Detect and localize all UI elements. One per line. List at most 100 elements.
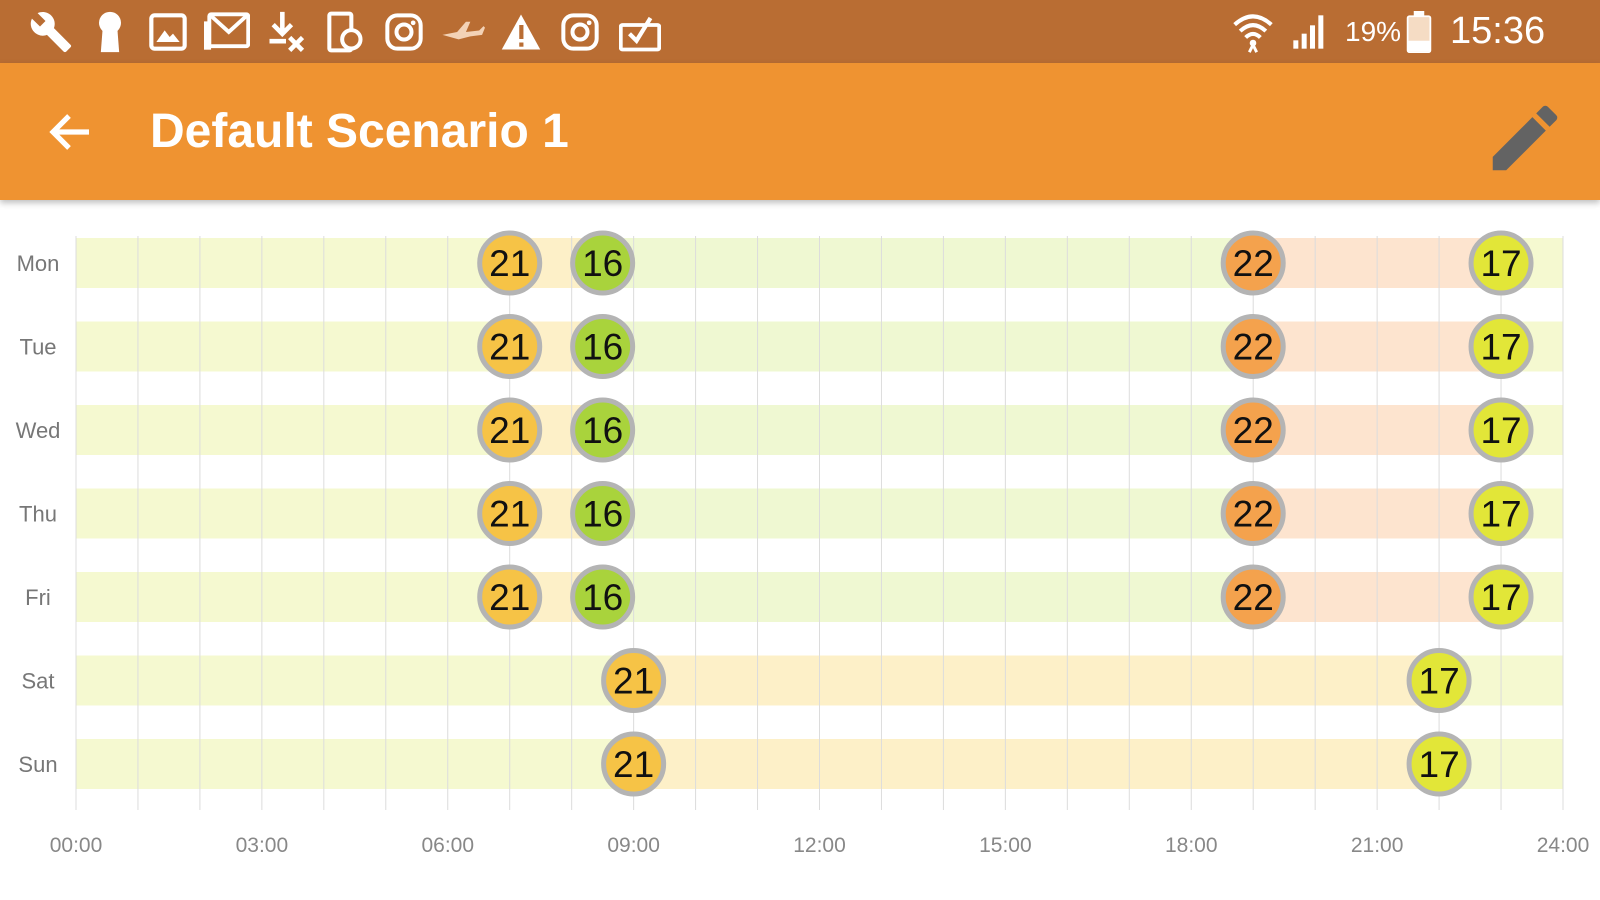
back-button[interactable] bbox=[40, 101, 102, 163]
schedule-segment bbox=[633, 655, 1440, 706]
time-tick-label: 12:00 bbox=[793, 834, 846, 857]
temperature-label: 22 bbox=[1233, 243, 1274, 284]
day-label: Fri bbox=[25, 585, 51, 610]
temperature-label: 22 bbox=[1233, 494, 1274, 535]
schedule-segment bbox=[602, 238, 1254, 288]
temperature-marker bbox=[1406, 648, 1472, 713]
temperature-label: 22 bbox=[1233, 577, 1274, 618]
temperature-label: 17 bbox=[1480, 327, 1521, 368]
temperature-marker bbox=[570, 481, 636, 546]
temperature-marker bbox=[1220, 314, 1286, 379]
airplane-icon bbox=[440, 0, 486, 63]
temperature-label: 16 bbox=[582, 410, 623, 451]
briefcase-icon bbox=[617, 0, 663, 63]
temperature-marker bbox=[477, 230, 543, 296]
day-label: Mon bbox=[17, 251, 60, 276]
day-label: Sat bbox=[21, 669, 54, 694]
temperature-marker bbox=[477, 397, 543, 463]
time-tick-label: 03:00 bbox=[236, 834, 289, 857]
temperature-marker bbox=[1220, 230, 1286, 296]
battery-icon bbox=[1403, 0, 1435, 63]
temperature-marker bbox=[1468, 314, 1534, 379]
temperature-marker bbox=[570, 230, 636, 296]
temperature-label: 22 bbox=[1233, 410, 1274, 451]
day-label: Wed bbox=[16, 418, 61, 443]
temperature-label: 17 bbox=[1419, 744, 1460, 785]
battery-percent: 19% bbox=[1345, 16, 1402, 47]
back-arrow-icon bbox=[49, 114, 89, 150]
temperature-label: 21 bbox=[489, 410, 530, 451]
wifi-icon bbox=[1230, 0, 1276, 63]
time-tick-label: 24:00 bbox=[1537, 834, 1590, 857]
device-icon bbox=[324, 0, 364, 63]
temperature-label: 17 bbox=[1480, 494, 1521, 535]
day-label: Sun bbox=[18, 752, 57, 777]
time-tick-label: 18:00 bbox=[1165, 834, 1218, 857]
schedule-segment bbox=[602, 321, 1254, 372]
schedule-segment bbox=[76, 405, 510, 455]
temperature-label: 16 bbox=[582, 243, 623, 284]
day-label: Thu bbox=[19, 502, 57, 527]
schedule-segment bbox=[76, 655, 634, 706]
temperature-label: 17 bbox=[1419, 661, 1460, 702]
download-cancel-icon bbox=[266, 0, 306, 63]
temperature-marker bbox=[570, 564, 636, 630]
schedule-segment bbox=[76, 572, 510, 622]
temperature-marker bbox=[1220, 397, 1286, 463]
time-tick-label: 09:00 bbox=[607, 834, 660, 857]
app-bar: Default Scenario 1 bbox=[0, 63, 1600, 200]
temperature-marker bbox=[1468, 481, 1534, 546]
schedule-segment bbox=[76, 739, 634, 789]
schedule-segment bbox=[602, 488, 1254, 539]
warning-icon bbox=[499, 0, 543, 63]
temperature-label: 21 bbox=[489, 577, 530, 618]
page-title: Default Scenario 1 bbox=[150, 105, 569, 158]
temperature-label: 21 bbox=[489, 327, 530, 368]
temperature-label: 16 bbox=[582, 577, 623, 618]
temperature-label: 16 bbox=[582, 327, 623, 368]
day-label: Tue bbox=[19, 335, 56, 360]
temperature-marker bbox=[477, 314, 543, 379]
time-tick-label: 00:00 bbox=[50, 834, 103, 857]
signal-icon bbox=[1288, 0, 1332, 63]
status-bar: 19% 15:36 bbox=[0, 0, 1600, 63]
schedule-segment bbox=[602, 572, 1254, 622]
weekly-schedule: Mon Tue Wed Thu Fri Sat Sun 00:00 03:00 06:00 09:0… bbox=[16, 230, 1590, 857]
temperature-marker bbox=[570, 397, 636, 463]
instagram-icon bbox=[558, 0, 602, 63]
temperature-marker bbox=[1468, 397, 1534, 463]
temperature-marker bbox=[601, 648, 667, 713]
temperature-marker bbox=[1220, 564, 1286, 630]
pencil-icon bbox=[1492, 105, 1558, 171]
schedule-segment bbox=[76, 488, 510, 539]
temperature-marker bbox=[570, 314, 636, 379]
keyhole-icon bbox=[90, 0, 130, 63]
temperature-marker bbox=[1468, 230, 1534, 296]
temperature-marker bbox=[477, 564, 543, 630]
wrench-icon bbox=[28, 0, 74, 63]
schedule-segment bbox=[602, 405, 1254, 455]
temperature-label: 17 bbox=[1480, 410, 1521, 451]
temperature-label: 16 bbox=[582, 494, 623, 535]
temperature-marker bbox=[1468, 564, 1534, 630]
temperature-label: 17 bbox=[1480, 243, 1521, 284]
mail-icon bbox=[203, 0, 251, 63]
schedule-segment bbox=[76, 321, 510, 372]
time-tick-label: 21:00 bbox=[1351, 834, 1404, 857]
schedule-segment bbox=[76, 238, 510, 288]
temperature-label: 22 bbox=[1233, 327, 1274, 368]
temperature-label: 21 bbox=[489, 494, 530, 535]
temperature-label: 17 bbox=[1480, 577, 1521, 618]
temperature-marker bbox=[1220, 481, 1286, 546]
temperature-marker bbox=[601, 731, 667, 797]
instagram-icon bbox=[382, 0, 426, 63]
time-tick-label: 15:00 bbox=[979, 834, 1032, 857]
schedule-segment bbox=[633, 739, 1440, 789]
temperature-label: 21 bbox=[613, 744, 654, 785]
temperature-marker bbox=[477, 481, 543, 546]
time-tick-label: 06:00 bbox=[421, 834, 474, 857]
clock-time: 15:36 bbox=[1450, 10, 1546, 52]
temperature-marker bbox=[1406, 731, 1472, 797]
edit-button[interactable] bbox=[1480, 93, 1570, 183]
image-icon bbox=[146, 0, 190, 63]
